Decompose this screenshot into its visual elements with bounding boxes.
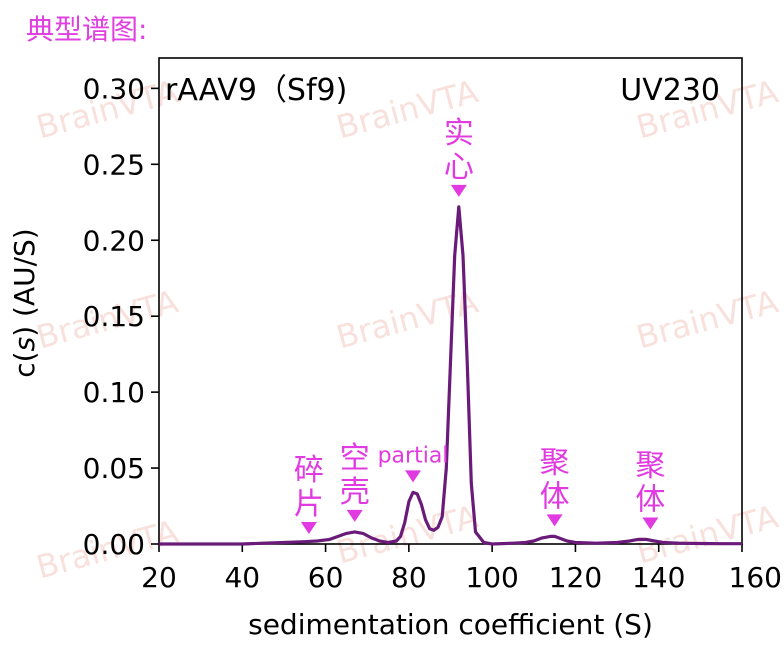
peak-marker (346, 509, 363, 522)
x-tick-label: 80 (391, 561, 427, 594)
watermark-text: BrainVTA (632, 282, 782, 356)
x-axis-label: sedimentation coefficient (S) (248, 608, 653, 641)
peak-label: 聚体 (540, 445, 570, 514)
y-tick-label: 0.10 (83, 376, 145, 409)
peak-label: 实心 (444, 116, 474, 185)
x-tick-label: 40 (224, 561, 260, 594)
peak-label: 碎片 (294, 453, 324, 522)
y-tick-label: 0.25 (83, 148, 145, 181)
peak-marker (546, 514, 563, 527)
y-tick-label: 0.00 (83, 528, 145, 561)
peak-label: partial (378, 443, 449, 468)
x-tick-label: 60 (308, 561, 344, 594)
peak-label: 空壳 (340, 441, 370, 510)
x-tick-label: 120 (549, 561, 602, 594)
y-tick-label: 0.05 (83, 452, 145, 485)
x-tick-label: 160 (729, 561, 782, 594)
x-tick-label: 140 (632, 561, 685, 594)
x-tick-label: 20 (141, 561, 177, 594)
y-tick-label: 0.30 (83, 72, 145, 105)
chart-title-left: rAAV9（Sf9) (165, 73, 347, 108)
peak-label: 聚体 (635, 448, 665, 517)
peak-marker (405, 470, 422, 483)
y-tick-label: 0.20 (83, 224, 145, 257)
x-tick-label: 100 (465, 561, 518, 594)
chart-title-right: UV230 (620, 73, 720, 108)
plot-frame (158, 57, 743, 545)
peak-marker (300, 522, 317, 534)
page-heading: 典型谱图: (26, 13, 148, 46)
y-axis-label: c(s) (AU/S) (8, 228, 41, 377)
y-tick-label: 0.15 (83, 300, 145, 333)
peak-marker (450, 184, 467, 197)
data-series-line (159, 205, 742, 546)
peak-marker (642, 517, 659, 530)
watermark-text: BrainVTA (332, 282, 482, 356)
